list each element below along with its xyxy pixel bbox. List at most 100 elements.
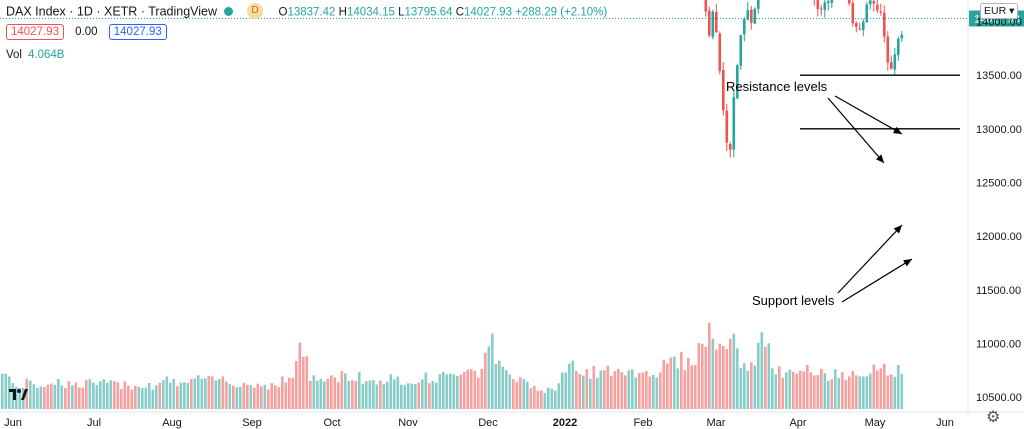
volume-bar [29,380,32,409]
volume-bar [550,388,554,409]
volume-bar [823,373,827,409]
volume-bar [554,390,557,409]
volume-bar [533,385,536,409]
volume-bar [652,375,655,409]
volume-bar [78,387,81,409]
volume-bar [666,363,669,409]
volume-bar [655,377,659,409]
volume-bar [1,373,4,409]
currency-selector[interactable]: EUR ▾ [980,3,1019,19]
volume-bar [155,385,158,409]
volume-bar [631,369,634,409]
volume-bar [830,379,834,409]
volume-bar [883,363,886,409]
ask-price-box[interactable]: 14027.93 [108,24,167,40]
annotation-arrow [834,95,903,135]
volume-bar [774,374,778,409]
volume-bar [102,379,106,409]
volume-bar [400,384,403,409]
volume-bar [302,356,305,409]
volume-bar [109,380,113,409]
volume-bar [445,374,449,409]
volume-bar [92,382,95,409]
volume-bar [354,381,358,409]
volume-bar [186,383,190,409]
delay-badge[interactable]: D [247,3,264,19]
price-axis: 10500.00 11000.00 11500.00 12000.00 12500.00… [0,0,1024,413]
volume-bar [834,369,837,409]
candle-body [750,9,753,23]
volume-bar [361,383,365,409]
volume-bar [71,385,74,409]
volume-bar [232,385,235,409]
candle-body [879,11,883,13]
volume-bar [781,377,785,409]
volume-bar [865,376,869,409]
volume-bar [64,388,67,409]
volume-bar [438,374,442,409]
gear-icon[interactable]: ⚙ [986,409,1001,426]
volume-bar [792,371,795,409]
data-source: TradingView [148,4,218,19]
volume-bar [897,364,900,409]
volume-bar [368,380,372,409]
volume-bar [477,377,480,409]
volume-bar [641,372,645,409]
time-tick-label: Jun [4,417,22,429]
volume-bar [515,381,519,409]
volume-bar [617,368,620,409]
volume-value: 4.064B [28,49,65,61]
candle-body [893,54,897,70]
volume-bar [417,382,421,409]
candle-body [729,144,732,150]
volume-bar [505,370,508,409]
tradingview-logo-icon[interactable] [8,384,28,404]
volume-bar [841,372,844,409]
candle-body [865,4,869,23]
candle-body [823,2,827,10]
support-levels-label: Support levels [752,293,835,308]
volume-bar [85,380,88,409]
volume-bar [893,376,897,409]
bid-price-box[interactable]: 14027.93 [6,24,64,40]
volume-bar [676,368,680,409]
volume-bar [211,376,214,409]
symbol-name[interactable]: DAX Index [6,4,66,19]
interval[interactable]: 1D [76,4,93,19]
volume-bar [291,377,295,409]
volume-bar [53,384,57,409]
volume-bar [319,378,323,409]
volume-bar [746,370,750,409]
candle-body [746,10,750,20]
arrow-head [893,225,902,234]
volume-bar [260,386,263,409]
market-status-dot [223,6,233,16]
price-candles [704,0,904,158]
volume-bar [281,376,284,409]
candle-body [753,8,757,24]
volume-bar [662,359,666,409]
candle-body [732,97,736,150]
volume-bar [239,387,242,409]
volume-bar [50,383,53,409]
volume-legend[interactable]: Vol 4.064B [6,49,64,61]
volume-bar [410,383,414,409]
volume-bar [179,382,183,409]
volume-bar [351,380,354,409]
volume-bar [11,383,15,409]
volume-bar [284,382,288,409]
volume-bar [785,372,788,409]
ohlc-values: O13837.42 H14034.15 L13795.64 C14027.93 … [278,6,608,19]
volume-bar [382,384,386,409]
volume-bar [190,379,193,409]
volume-bar [375,384,379,409]
volume-bar [221,376,225,409]
volume-bar [900,373,904,409]
volume-bar [757,342,760,409]
volume-bar [330,375,333,409]
volume-bar [403,385,407,409]
volume-bar [673,356,676,409]
level-lines [800,74,960,130]
symbol-header[interactable]: DAX Index · 1D · XETR · TradingView D O1… [6,3,608,19]
